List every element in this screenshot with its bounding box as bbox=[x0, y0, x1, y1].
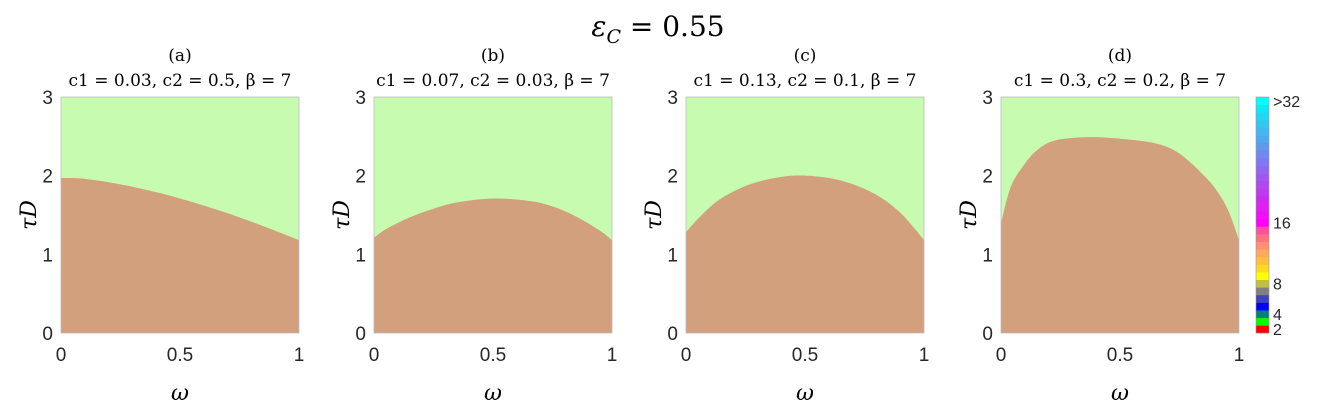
y-axis-label: τD bbox=[957, 200, 982, 230]
panel-title: c1 = 0.3, c2 = 0.2, β = 7 bbox=[1014, 71, 1226, 91]
colorbar-bin bbox=[1256, 241, 1269, 250]
colorbar-bin bbox=[1256, 272, 1269, 281]
colorbar-bin bbox=[1256, 104, 1269, 113]
colorbar-bin bbox=[1256, 135, 1269, 143]
colorbar-bin bbox=[1256, 195, 1269, 204]
region-below bbox=[61, 178, 299, 333]
region-below bbox=[1001, 137, 1239, 333]
axes-box bbox=[1000, 96, 1240, 334]
colorbar-bin bbox=[1256, 279, 1269, 288]
panel-label: (b) bbox=[481, 46, 505, 66]
x-axis-label: ω bbox=[171, 381, 189, 406]
colorbar-bin bbox=[1256, 127, 1269, 136]
axes-box bbox=[685, 96, 925, 334]
colorbar-bin bbox=[1256, 226, 1269, 235]
panel-c: 0 0.5 1 0 1 2 3 ω τD (c) c1 = 0.13, c2 = 0.1, β = … bbox=[642, 46, 929, 406]
y-tick-label: 3 bbox=[355, 88, 366, 109]
x-tick-label: 0 bbox=[56, 345, 67, 366]
colorbar-bin bbox=[1256, 150, 1269, 159]
colorbar-tick-label: 4 bbox=[1273, 307, 1282, 324]
y-tick-label: 0 bbox=[355, 324, 366, 345]
panel-a: 0 0.5 1 0 1 2 3 ω τD (a) c1 = 0.03, c2 = 0.5, β = … bbox=[17, 46, 304, 406]
axes-box bbox=[373, 96, 613, 334]
panel-label: (a) bbox=[168, 46, 191, 66]
colorbar-bin bbox=[1256, 157, 1269, 166]
colorbar-bin bbox=[1256, 180, 1269, 189]
colorbar-tick-label: 8 bbox=[1273, 277, 1282, 294]
x-tick-label: 1 bbox=[607, 345, 618, 366]
colorbar-bin bbox=[1256, 142, 1269, 151]
colorbar-bin bbox=[1256, 294, 1269, 303]
colorbar-bin bbox=[1256, 264, 1269, 273]
y-tick-label: 3 bbox=[982, 88, 993, 109]
y-tick-label: 2 bbox=[982, 167, 993, 188]
colorbar-bin bbox=[1256, 302, 1269, 311]
colorbar-bin bbox=[1256, 249, 1269, 258]
y-axis-label: τD bbox=[642, 200, 667, 230]
x-tick-label: 0 bbox=[369, 345, 380, 366]
colorbar-bin bbox=[1256, 112, 1269, 121]
x-tick-label: 0.5 bbox=[792, 345, 818, 366]
x-tick-label: 0.5 bbox=[1107, 345, 1133, 366]
colorbar-bin bbox=[1256, 317, 1269, 326]
panel-b: 0 0.5 1 0 1 2 3 ω τD (b) c1 = 0.07, c2 = 0.03, β =… bbox=[330, 46, 617, 406]
x-tick-label: 1 bbox=[919, 345, 930, 366]
panel-d: 0 0.5 1 0 1 2 3 ω τD (d) c1 = 0.3, c2 = 0.2, β = 7 bbox=[957, 46, 1244, 406]
x-axis-label: ω bbox=[484, 381, 502, 406]
x-axis-label: ω bbox=[1111, 381, 1129, 406]
y-tick-label: 2 bbox=[355, 167, 366, 188]
y-tick-label: 1 bbox=[667, 245, 678, 266]
y-axis-label: τD bbox=[17, 200, 42, 230]
x-tick-label: 0 bbox=[996, 345, 1007, 366]
colorbar-bin bbox=[1256, 287, 1269, 296]
y-tick-label: 0 bbox=[982, 324, 993, 345]
x-tick-label: 0.5 bbox=[480, 345, 506, 366]
colorbar-bin bbox=[1256, 119, 1269, 128]
colorbar-bin bbox=[1256, 211, 1269, 220]
suptitle: εC = 0.55 bbox=[591, 10, 724, 48]
axes-box bbox=[60, 96, 300, 334]
y-tick-label: 1 bbox=[42, 245, 53, 266]
y-tick-label: 3 bbox=[42, 88, 53, 109]
colorbar-bin bbox=[1256, 165, 1269, 174]
colorbar-frame bbox=[1255, 96, 1270, 334]
colorbar-bin bbox=[1256, 234, 1269, 242]
colorbar-tick-label: >32 bbox=[1273, 94, 1300, 111]
y-tick-label: 0 bbox=[667, 324, 678, 345]
y-axis-label: τD bbox=[330, 200, 355, 230]
colorbar-bin bbox=[1256, 97, 1269, 105]
colorbar-bin bbox=[1256, 173, 1269, 182]
colorbar-tick-label: 16 bbox=[1273, 216, 1291, 233]
colorbar-tick-label: 2 bbox=[1273, 322, 1282, 339]
colorbar: 24 8 16 >32 bbox=[1255, 94, 1300, 339]
y-tick-label: 0 bbox=[42, 324, 53, 345]
panel-label: (d) bbox=[1108, 46, 1132, 66]
y-tick-label: 2 bbox=[667, 167, 678, 188]
colorbar-bin bbox=[1256, 325, 1269, 334]
colorbar-bin bbox=[1256, 188, 1269, 197]
panel-title: c1 = 0.13, c2 = 0.1, β = 7 bbox=[694, 71, 917, 91]
y-tick-label: 1 bbox=[982, 245, 993, 266]
x-tick-label: 1 bbox=[1234, 345, 1245, 366]
colorbar-bin bbox=[1256, 218, 1269, 227]
y-tick-label: 3 bbox=[667, 88, 678, 109]
panel-label: (c) bbox=[794, 46, 817, 66]
x-axis-label: ω bbox=[796, 381, 814, 406]
colorbar-bin bbox=[1256, 256, 1269, 265]
x-tick-label: 0.5 bbox=[167, 345, 193, 366]
region-below bbox=[374, 198, 612, 333]
x-tick-label: 0 bbox=[681, 345, 692, 366]
colorbar-bin bbox=[1256, 310, 1269, 319]
y-tick-label: 2 bbox=[42, 167, 53, 188]
colorbar-bin bbox=[1256, 203, 1269, 212]
x-tick-label: 1 bbox=[294, 345, 305, 366]
region-below bbox=[686, 175, 924, 333]
y-tick-label: 1 bbox=[355, 245, 366, 266]
panel-title: c1 = 0.07, c2 = 0.03, β = 7 bbox=[376, 71, 610, 91]
panel-title: c1 = 0.03, c2 = 0.5, β = 7 bbox=[69, 71, 292, 91]
